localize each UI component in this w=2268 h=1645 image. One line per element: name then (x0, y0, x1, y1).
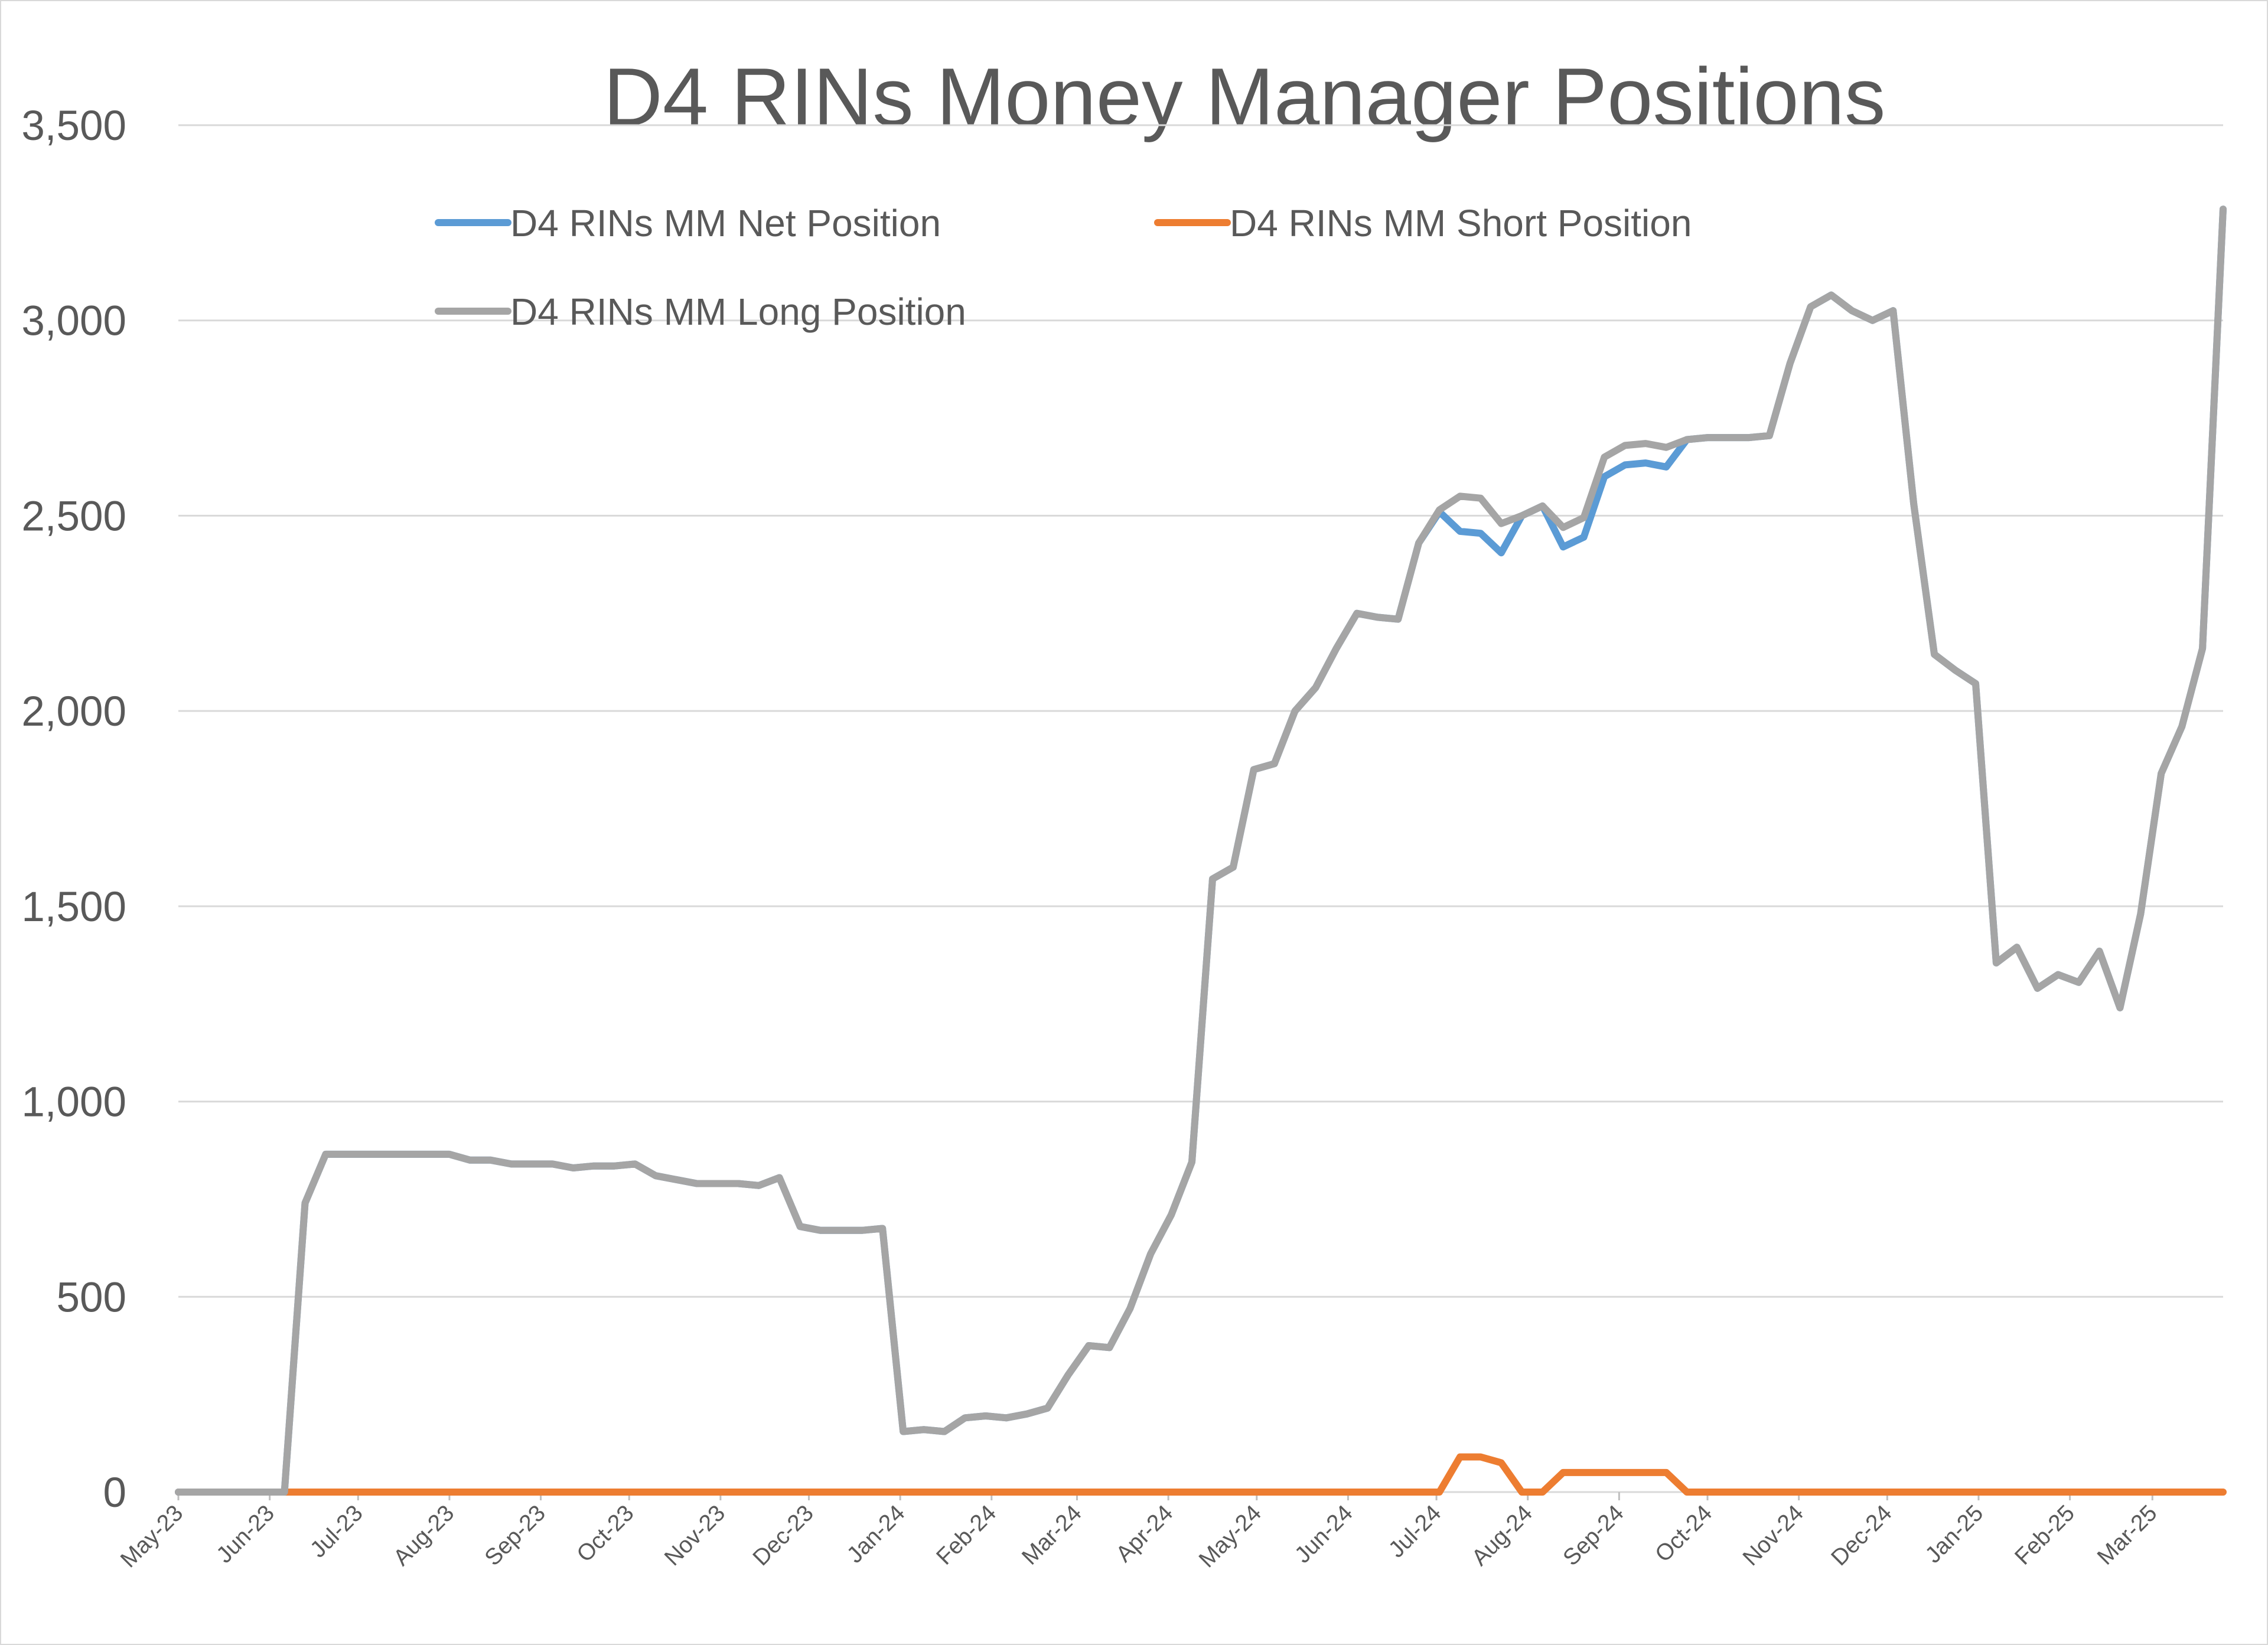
y-tick-label: 2,000 (21, 688, 126, 735)
x-tick-label: Aug-24 (1467, 1500, 1537, 1571)
legend: D4 RINs MM Net Position D4 RINs MM Short … (435, 202, 1692, 333)
x-tick-label: May-23 (116, 1500, 188, 1572)
x-tick-label: Jan-25 (1921, 1500, 1989, 1568)
x-tick-label: Feb-24 (931, 1500, 1001, 1570)
series-line-d4-rins-mm-net-position (175, 205, 2227, 1496)
y-axis: 0 500 1,000 1,500 2,000 2,500 3,000 3,500 (21, 103, 126, 1516)
x-tick-label: Jan-24 (842, 1500, 910, 1568)
chart-title: D4 RINs Money Manager Positions (604, 51, 1886, 143)
legend-label: D4 RINs MM Long Position (510, 291, 966, 333)
x-tick-label: Sep-24 (1558, 1500, 1628, 1571)
y-tick-label: 1,500 (21, 884, 126, 931)
x-tick-label: Feb-25 (2010, 1500, 2080, 1570)
series-line-d4-rins-mm-short-position (175, 1453, 2227, 1496)
grid-layer (178, 124, 2223, 1493)
legend-label: D4 RINs MM Short Position (1230, 202, 1692, 244)
x-tick-label: Jul-23 (305, 1500, 368, 1563)
x-tick-label: Mar-25 (2093, 1500, 2162, 1570)
x-axis: May-23 Jun-23 Jul-23 Aug-23 Sep-23 Oct-23 Nov-… (116, 1491, 2223, 1572)
y-tick-label: 2,500 (21, 493, 126, 540)
series-layer (175, 205, 2227, 1496)
x-tick-label: Jun-24 (1290, 1500, 1358, 1568)
legend-label: D4 RINs MM Net Position (510, 202, 941, 244)
x-tick-label: Apr-24 (1111, 1500, 1178, 1567)
x-tick-label: Aug-23 (389, 1500, 459, 1571)
x-tick-label: Oct-24 (1650, 1500, 1717, 1567)
x-tick-label: Nov-23 (660, 1500, 730, 1571)
x-tick-label: May-24 (1194, 1500, 1266, 1572)
x-tick-label: Nov-24 (1738, 1500, 1808, 1571)
x-tick-label: Jun-23 (211, 1500, 279, 1568)
series-line-d4-rins-mm-long-position (175, 205, 2227, 1496)
x-tick-label: Jul-24 (1384, 1500, 1446, 1563)
x-tick-label: Dec-23 (748, 1500, 819, 1571)
y-tick-label: 500 (57, 1274, 126, 1321)
y-tick-label: 1,000 (21, 1079, 126, 1126)
x-tick-label: Mar-24 (1017, 1500, 1087, 1570)
y-tick-label: 0 (103, 1470, 127, 1516)
x-tick-label: Dec-24 (1826, 1500, 1896, 1571)
x-tick-label: Oct-23 (572, 1500, 638, 1567)
y-tick-label: 3,500 (21, 103, 126, 149)
x-tick-label: Sep-23 (480, 1500, 550, 1571)
y-tick-label: 3,000 (21, 298, 126, 345)
